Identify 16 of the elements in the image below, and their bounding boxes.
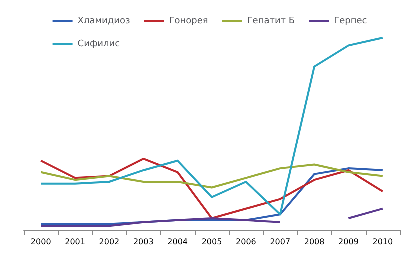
legend-label: Гепатит Б xyxy=(247,16,296,26)
x-tick-label: 2002 xyxy=(99,238,120,246)
x-tick-label: 2006 xyxy=(236,238,256,246)
x-tick-label: 2009 xyxy=(338,238,359,246)
legend-label: Сифилис xyxy=(78,40,120,50)
x-tick-label: 2005 xyxy=(202,238,222,246)
x-tick-label: 2004 xyxy=(168,238,188,246)
x-tick-label: 2010 xyxy=(372,238,394,246)
x-tick-label: 2007 xyxy=(270,238,291,246)
x-tick-label: 2000 xyxy=(30,238,52,246)
x-tick-label: 2003 xyxy=(133,238,154,246)
x-tick-label: 2008 xyxy=(304,238,325,246)
legend-label: Герпес xyxy=(334,16,368,26)
legend-label: Гонорея xyxy=(169,16,208,26)
legend-label: Хламидиоз xyxy=(78,16,130,26)
x-tick-label: 2001 xyxy=(65,238,86,246)
